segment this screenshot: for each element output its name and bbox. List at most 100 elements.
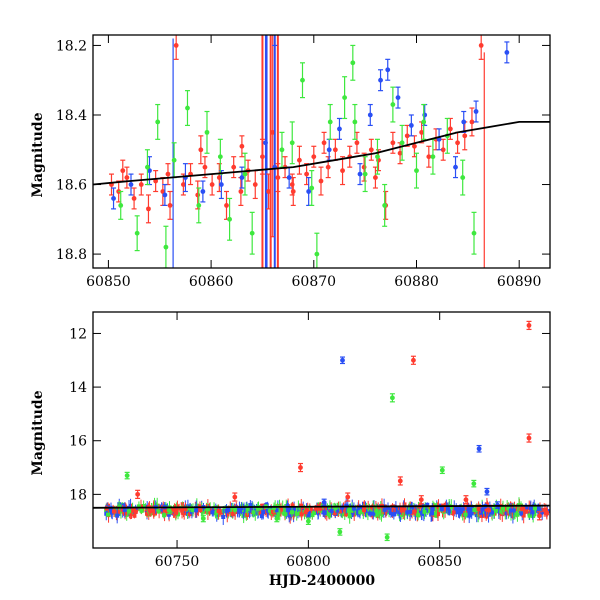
top-series-0-point-54 (165, 163, 171, 186)
bottom-band-point (533, 508, 538, 513)
top-series-0-point-4 (138, 173, 144, 196)
bottom-band-point (292, 506, 297, 511)
bottom-band-point (163, 509, 168, 514)
bottom-band-point (194, 503, 199, 508)
bottom-band-point (436, 505, 441, 510)
bottom-band-point (127, 509, 132, 514)
bottom-band-point (291, 512, 296, 517)
top-series-0-point-2 (124, 166, 130, 189)
bottom-band-point (136, 504, 141, 509)
top-series-0-point-27 (296, 145, 302, 175)
bottom-series-1-point-2 (484, 487, 490, 496)
bottom-band-point (186, 509, 191, 514)
top-y-axis-label: Magnitude (30, 112, 46, 197)
bottom-band-point (515, 512, 520, 517)
bottom-band-point (197, 504, 202, 509)
top-panel: Magnitude 60850 60860 60870 60880 60890 18.2 1… (30, 34, 551, 290)
bottom-band-point (382, 507, 387, 512)
bottom-band-point (329, 508, 334, 513)
bottom-band-point (513, 510, 518, 515)
top-series-0-point-9 (173, 35, 179, 60)
top-x-tick-label: 60890 (497, 274, 542, 290)
bottom-band-point (166, 512, 171, 517)
bottom-band-point (205, 507, 210, 512)
top-series-0-point-5 (145, 194, 151, 224)
bottom-band-point (304, 508, 309, 513)
top-series-2-point-24 (399, 124, 405, 161)
bottom-band-point (255, 506, 260, 511)
bottom-series-0-point-1 (232, 492, 238, 502)
bottom-band-point (344, 512, 349, 517)
bottom-band-point (160, 507, 165, 512)
bottom-band-point (490, 510, 495, 515)
bottom-band-point (522, 510, 527, 515)
top-series-1-point-14 (357, 163, 363, 186)
bottom-band-point (267, 508, 272, 513)
bottom-band-point (132, 513, 137, 518)
bottom-band-point (393, 506, 398, 511)
bottom-band-point (367, 511, 372, 516)
bottom-band-point (315, 506, 320, 511)
bottom-band-point (260, 503, 265, 508)
top-series-2-point-12 (249, 211, 255, 255)
bottom-y-tick-label: 14 (69, 380, 87, 396)
bottom-band-point (303, 510, 308, 515)
bottom-band-point (425, 502, 430, 507)
bottom-band-point (402, 507, 407, 512)
top-series-2-point-10 (227, 197, 233, 241)
bottom-series-0-point-0 (135, 489, 141, 499)
bottom-band-point (121, 503, 126, 508)
bottom-band-point (480, 507, 485, 512)
top-series-1-point-7 (239, 166, 245, 189)
bottom-band-point (308, 507, 313, 512)
top-series-0-point-40 (390, 131, 396, 154)
bottom-band-point (144, 508, 149, 513)
top-series-0-point-36 (361, 152, 367, 182)
bottom-band-point (289, 507, 294, 512)
bottom-band-point (198, 508, 203, 513)
bottom-band-point (467, 506, 472, 511)
bottom-band-point (544, 511, 549, 516)
bottom-band-point (506, 506, 511, 511)
bottom-plot-frame (92, 311, 551, 549)
bottom-band-point (278, 507, 283, 512)
top-series-2-point-18 (327, 103, 333, 140)
bottom-band-point (226, 507, 231, 512)
top-series-0-point-21 (259, 138, 265, 175)
bottom-band-point (290, 503, 295, 508)
top-y-tick-label: 18.8 (56, 247, 87, 263)
top-x-tick-label: 60850 (86, 274, 131, 290)
top-series-2-point-16 (309, 170, 315, 207)
bottom-band-point (445, 506, 450, 511)
bottom-band-point (347, 514, 352, 519)
bottom-band-point (153, 511, 158, 516)
bottom-band-point (284, 509, 289, 514)
top-series-2-point-1 (134, 215, 140, 252)
bottom-band-point (342, 506, 347, 511)
bottom-band-point (376, 505, 381, 510)
bottom-band-point (451, 510, 456, 515)
bottom-band-point (225, 512, 230, 517)
top-series-1-point-1 (128, 173, 134, 196)
top-series-0-point-14 (209, 173, 215, 196)
bottom-band-point (221, 508, 226, 513)
bottom-band-point (542, 507, 547, 512)
top-plot-frame (92, 34, 551, 269)
bottom-band-point (519, 506, 524, 511)
top-series-1-point-23 (461, 110, 467, 133)
bottom-band-point (439, 506, 444, 511)
bottom-band-point (239, 506, 244, 511)
top-series-2-point-5 (171, 142, 177, 179)
top-series-2-point-8 (204, 110, 210, 154)
top-series-2-point-27 (430, 138, 436, 175)
bottom-band-point (290, 510, 295, 515)
bottom-band-point (250, 506, 255, 511)
bottom-band-point (391, 512, 396, 517)
bottom-band-point (189, 510, 194, 515)
bottom-band-point (388, 511, 393, 516)
bottom-band-point (187, 512, 192, 517)
bottom-band-point (348, 508, 353, 513)
bottom-band-point (261, 510, 266, 515)
bottom-band-point (175, 504, 180, 509)
top-series-1-point-5 (200, 180, 206, 203)
